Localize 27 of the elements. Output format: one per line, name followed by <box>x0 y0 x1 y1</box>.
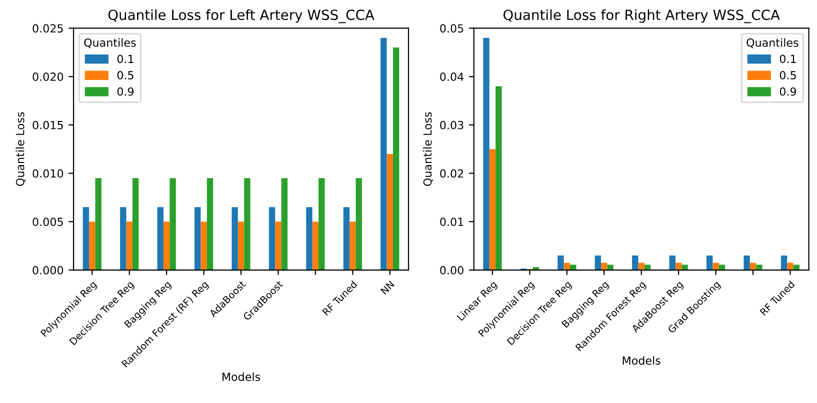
y-axis-title: Quantile Loss <box>16 112 26 186</box>
y-tick-label: 0.04 <box>440 72 464 81</box>
legend-label: 0.9 <box>117 87 134 96</box>
y-tick-label: 0.025 <box>32 24 63 33</box>
legend-label: 0.9 <box>780 87 796 96</box>
chart-title: Quantile Loss for Left Artery WSS_CCA <box>108 9 374 24</box>
y-tick-label: 0.010 <box>32 169 64 178</box>
y-tick-label: 0.01 <box>440 218 464 226</box>
legend-title: Quantiles <box>746 38 798 48</box>
x-axis-title: Models <box>622 356 660 365</box>
x-axis-title: Models <box>222 372 260 382</box>
y-tick-label: 0.02 <box>440 169 464 178</box>
y-axis-title: Quantile Loss <box>423 112 433 186</box>
y-tick-label: 0.000 <box>32 266 64 274</box>
x-tick-label: NN <box>380 280 394 295</box>
y-tick-label: 0.03 <box>440 120 464 130</box>
y-tick-label: 0.005 <box>32 218 63 226</box>
chart-title: Quantile Loss for Right Artery WSS_CCA <box>503 9 780 24</box>
y-tick-label: 0.015 <box>32 120 63 130</box>
legend-label: 0.1 <box>780 54 796 64</box>
legend-title: Quantiles <box>84 38 136 48</box>
legend-label: 0.5 <box>117 71 134 80</box>
y-tick-label: 0.00 <box>440 266 464 274</box>
legend-label: 0.5 <box>780 71 796 80</box>
y-tick-label: 0.05 <box>440 24 464 33</box>
y-tick-label: 0.020 <box>32 72 64 81</box>
legend-label: 0.1 <box>117 54 134 64</box>
